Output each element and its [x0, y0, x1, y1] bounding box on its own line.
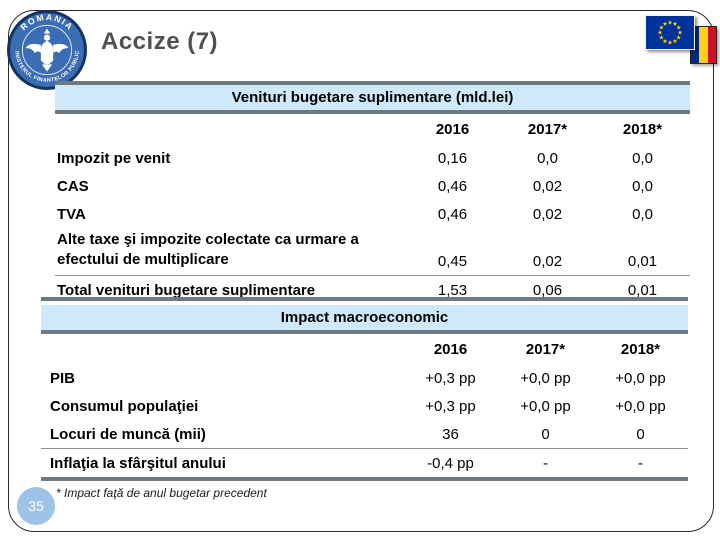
cell-value: +0,0 pp — [615, 397, 666, 415]
col-header-2017: 2017* — [527, 120, 568, 138]
row-label: Impozit pe venit — [57, 149, 171, 167]
cell-value: 36 — [442, 425, 459, 443]
table-title-impact: Impact macroeconomic — [41, 305, 688, 334]
cell-value: 1,53 — [437, 281, 468, 299]
cell-value: 0,01 — [627, 281, 658, 299]
col-header-2016: 2016 — [433, 340, 468, 358]
cell-value: 0,06 — [532, 281, 563, 299]
table-impact-macroeconomic: Impact macroeconomic 2016 2017* 2018* PI… — [41, 297, 688, 481]
ro-flag-yellow-stripe — [699, 27, 708, 63]
cell-value: +0,0 pp — [615, 369, 666, 387]
eagle-emblem — [25, 28, 69, 72]
col-header-2017: 2017* — [525, 340, 566, 358]
row-label: TVA — [57, 205, 86, 223]
cell-value: 0,01 — [627, 253, 658, 270]
cell-value: +0,3 pp — [425, 397, 476, 415]
slide-border-frame — [8, 10, 714, 532]
row-label: Consumul populaţiei — [50, 397, 199, 415]
cell-value: 0,0 — [632, 177, 653, 195]
cell-value: - — [638, 454, 643, 472]
table-row: Impozit pe venit 0,16 0,0 0,0 — [55, 144, 690, 172]
ro-flag-blue-stripe — [691, 27, 700, 63]
cell-value: 0,02 — [532, 205, 563, 223]
row-label: PIB — [50, 369, 76, 387]
row-label: Inflaţia la sfârşitul anului — [50, 454, 226, 472]
cell-value: 0,02 — [532, 177, 563, 195]
cell-value: 0,45 — [437, 253, 468, 270]
cell-value: 0 — [636, 425, 645, 443]
table-row: CAS 0,46 0,02 0,0 — [55, 172, 690, 200]
col-header-2016: 2016 — [435, 120, 470, 138]
table-row-total: Total venituri bugetare suplimentare 1,5… — [55, 275, 690, 304]
cell-value: 0 — [541, 425, 550, 443]
cell-value: +0,3 pp — [425, 369, 476, 387]
cell-value: 0,16 — [437, 149, 468, 167]
row-label: Locuri de muncă (mii) — [50, 425, 206, 443]
cell-value: 0,46 — [437, 177, 468, 195]
seal-inner-ring — [21, 24, 73, 76]
table-venituri-bugetare: Venituri bugetare suplimentare (mld.lei)… — [55, 81, 690, 304]
table-row: Inflaţia la sfârşitul anului -0,4 pp - - — [41, 448, 688, 481]
table-title-venituri: Venituri bugetare suplimentare (mld.lei) — [55, 81, 690, 114]
footnote: * Impact faţă de anul bugetar precedent — [56, 486, 267, 500]
cell-value: 0,02 — [532, 253, 563, 270]
table-row: TVA 0,46 0,02 0,0 — [55, 200, 690, 228]
cell-value: 0,46 — [437, 205, 468, 223]
page-number-badge: 35 — [17, 487, 55, 525]
cell-value: - — [543, 454, 548, 472]
table-row: Consumul populaţiei +0,3 pp +0,0 pp +0,0… — [41, 392, 688, 420]
table-header-row: 2016 2017* 2018* — [41, 334, 688, 364]
table-row: PIB +0,3 pp +0,0 pp +0,0 pp — [41, 364, 688, 392]
row-label: Alte taxe şi impozite colectate ca urmar… — [57, 230, 359, 268]
row-label: Total venituri bugetare suplimentare — [57, 281, 316, 299]
cell-value: 0,0 — [537, 149, 558, 167]
row-label: CAS — [57, 177, 89, 195]
ro-flag-red-stripe — [707, 27, 716, 63]
table-header-row: 2016 2017* 2018* — [55, 114, 690, 144]
ministry-seal-logo: ROMANIA MINISTERUL FINANTELOR PUBLICE — [6, 9, 87, 90]
col-header-2018: 2018* — [620, 340, 661, 358]
table-row: Locuri de muncă (mii) 36 0 0 — [41, 420, 688, 448]
cell-value: +0,0 pp — [520, 369, 571, 387]
eu-flag — [645, 15, 695, 50]
cell-value: +0,0 pp — [520, 397, 571, 415]
col-header-2018: 2018* — [622, 120, 663, 138]
cell-value: 0,0 — [632, 149, 653, 167]
cell-value: -0,4 pp — [427, 454, 474, 472]
table-row: Alte taxe şi impozite colectate ca urmar… — [55, 228, 690, 275]
page-title: Accize (7) — [101, 28, 219, 55]
cell-value: 0,0 — [632, 205, 653, 223]
